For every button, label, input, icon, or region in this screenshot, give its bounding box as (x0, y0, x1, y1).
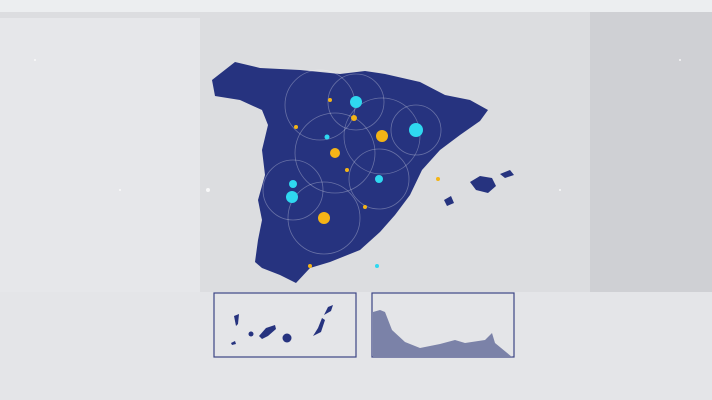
canary-islands-inset (213, 292, 357, 358)
marker-cyan (409, 123, 423, 137)
background-panel-right (590, 10, 712, 310)
background-panel-top (0, 0, 712, 12)
marker-yellow (330, 148, 340, 158)
marker-yellow (308, 264, 312, 268)
marker-yellow (363, 205, 367, 209)
marker-yellow (376, 130, 388, 142)
peninsula-land (212, 62, 488, 283)
canary-islands-land (231, 305, 333, 345)
marker-cyan (324, 134, 330, 140)
marker-cyan (375, 264, 379, 268)
marker-cyan (286, 191, 298, 203)
marker-yellow (351, 115, 357, 121)
background-panel-left (0, 18, 200, 308)
marker-cyan (350, 96, 362, 108)
marker-yellow (328, 98, 332, 102)
marker-cyan (289, 180, 297, 188)
marker-yellow (436, 177, 440, 181)
ibiza-land (444, 196, 454, 206)
markers (286, 96, 440, 268)
marker-yellow (294, 125, 298, 129)
background-dots (34, 59, 681, 192)
menorca-land (500, 170, 514, 178)
coast-land (373, 310, 512, 357)
marker-yellow (345, 168, 349, 172)
marker-cyan (375, 175, 383, 183)
mallorca-land (470, 176, 496, 193)
marker-yellow (318, 212, 330, 224)
